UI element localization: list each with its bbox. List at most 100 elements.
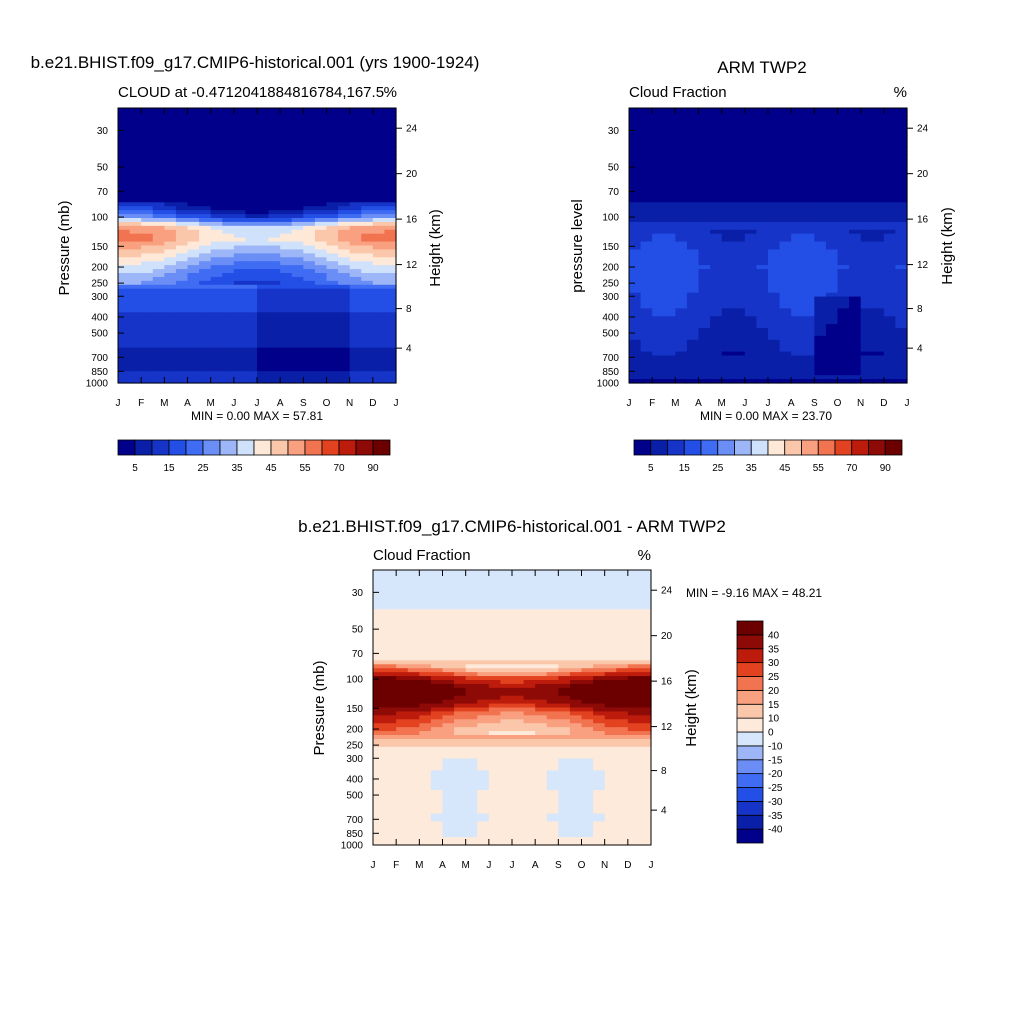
contour-cell [698, 359, 711, 364]
contour-cell [872, 135, 885, 141]
contour-cell [175, 170, 189, 176]
contour-cell [372, 210, 386, 215]
contour-cell [372, 182, 386, 188]
contour-cell [627, 625, 641, 630]
contour-cell [338, 292, 351, 298]
contour-cell [616, 699, 629, 705]
contour-cell [744, 210, 758, 215]
contour-cell [500, 644, 513, 650]
contour-cell [210, 265, 223, 270]
contour-cell [581, 738, 594, 744]
contour-cell [384, 750, 397, 756]
contour-cell [640, 261, 653, 266]
contour-cell [768, 261, 781, 266]
contour-cell [407, 581, 420, 587]
contour-cell [118, 253, 131, 258]
contour-cell [233, 147, 247, 152]
contour-cell [372, 288, 386, 294]
contour-cell [326, 292, 339, 298]
contour-cell [199, 241, 212, 247]
contour-cell [802, 257, 815, 262]
contour-cell [164, 276, 177, 282]
contour-cell [268, 300, 281, 306]
contour-cell [627, 636, 641, 642]
contour-cell [849, 233, 862, 239]
contour-cell [860, 111, 873, 117]
contour-cell [721, 249, 734, 254]
contour-cell [721, 233, 734, 239]
contour-cell [675, 202, 688, 207]
contour-cell [407, 715, 420, 720]
contour-cell [523, 668, 536, 673]
contour-cell [164, 108, 177, 113]
contour-cell [640, 379, 653, 384]
contour-cell [698, 308, 711, 313]
contour-cell [569, 660, 583, 665]
y-axis-label-right: Height (km) [939, 207, 956, 285]
contour-cell [523, 664, 536, 669]
contour-cell [430, 691, 444, 697]
contour-cell [407, 742, 420, 748]
contour-cell [268, 265, 281, 270]
contour-cell [187, 320, 200, 325]
contour-cell [581, 660, 594, 665]
contour-cell [640, 324, 653, 329]
contour-cell [791, 331, 804, 337]
contour-cell [721, 304, 734, 309]
contour-cell [837, 194, 850, 199]
contour-cell [629, 292, 642, 298]
contour-cell [233, 206, 247, 211]
contour-cell [640, 367, 653, 372]
contour-cell [895, 139, 908, 144]
contour-cell [175, 190, 189, 196]
contour-cell [349, 170, 362, 176]
contour-cell [849, 178, 862, 184]
contour-cell [303, 182, 316, 188]
contour-cell [141, 214, 154, 219]
contour-cell [129, 127, 142, 133]
contour-cell [721, 359, 734, 364]
contour-cell [361, 115, 374, 121]
contour-cell [860, 139, 873, 144]
contour-cell [535, 660, 548, 665]
contour-cell [849, 371, 862, 376]
contour-cell [152, 304, 165, 309]
contour-cell [721, 296, 734, 302]
contour-cell [872, 115, 885, 121]
contour-cell [686, 174, 700, 180]
contour-cell [361, 135, 374, 141]
contour-cell [569, 581, 583, 587]
contour-cell [361, 335, 374, 341]
contour-cell [245, 159, 258, 164]
contour-cell [465, 676, 478, 681]
contour-cell [118, 218, 131, 223]
contour-cell [303, 292, 316, 298]
contour-cell [291, 190, 304, 196]
contour-cell [257, 257, 270, 262]
x-tick-label: N [346, 398, 353, 409]
contour-cell [245, 245, 258, 251]
contour-cell [314, 335, 328, 341]
contour-cell [361, 375, 374, 380]
contour-cell [442, 790, 455, 795]
contour-cell [268, 308, 281, 313]
contour-cell [616, 577, 629, 583]
contour-cell [384, 609, 397, 614]
contour-cell [454, 703, 467, 709]
contour-cell [245, 155, 258, 160]
contour-cell [627, 754, 641, 760]
contour-cell [768, 143, 781, 148]
contour-cell [164, 198, 177, 203]
contour-cell [314, 147, 328, 152]
contour-cell [895, 249, 908, 254]
contour-cell [640, 292, 653, 298]
contour-cell [373, 715, 386, 720]
contour-cell [849, 206, 862, 211]
contour-cell [535, 766, 548, 771]
contour-cell [326, 225, 339, 231]
contour-cell [349, 343, 362, 349]
contour-cell [314, 233, 328, 239]
contour-cell [454, 735, 467, 740]
contour-cell [280, 265, 293, 270]
contour-cell [569, 585, 583, 591]
